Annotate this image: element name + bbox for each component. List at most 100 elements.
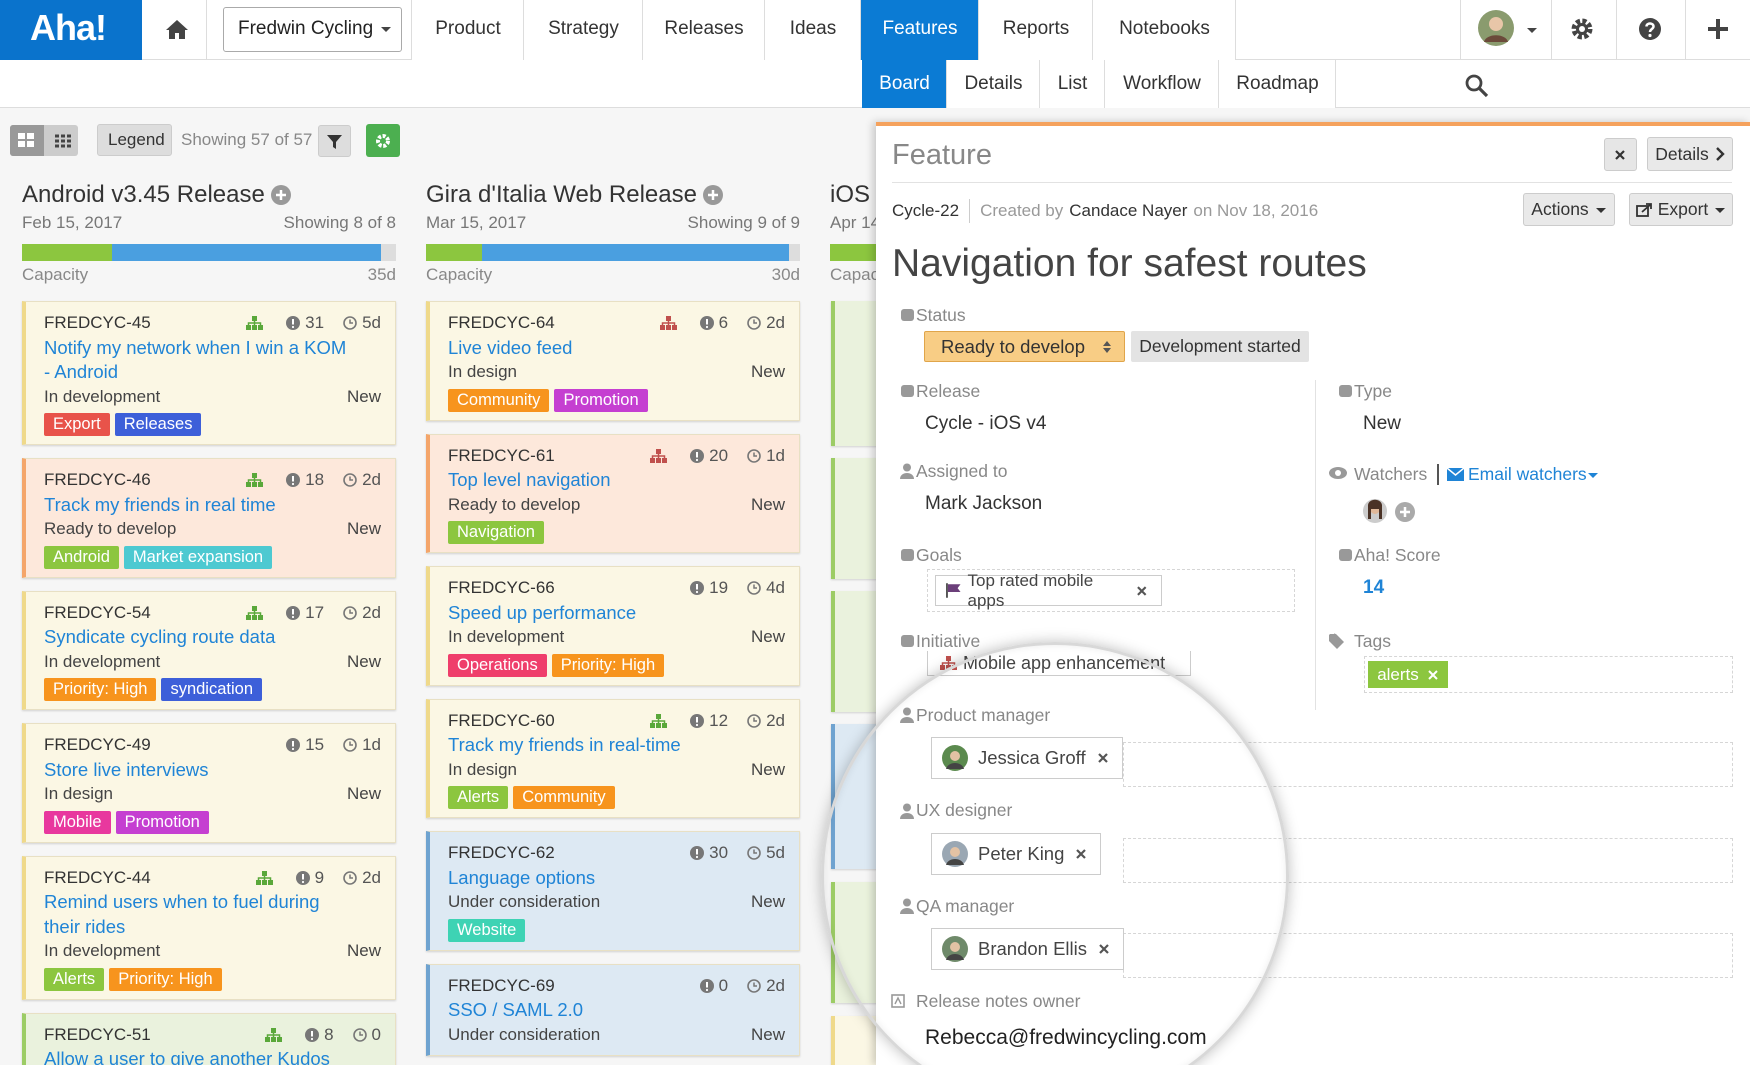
card-estimate: 5d [362,313,381,332]
feature-card[interactable]: FREDCYC-64 6 2d Live video feed In design New… [426,301,800,421]
sub-tab-label[interactable]: List [1057,73,1088,94]
email-watchers-link[interactable]: Email watchers [1468,463,1587,484]
aha-score[interactable]: 14 [1363,576,1385,598]
person-chip[interactable]: Peter King [931,832,1102,875]
nav-tab[interactable] [1093,0,1236,60]
nav-tab[interactable] [412,0,524,60]
card-name[interactable]: Language options [448,866,596,888]
icon-part [900,473,914,479]
icon-part [656,722,662,728]
card-meta: 6 2d [659,311,785,336]
nav-tab[interactable] [979,0,1093,60]
icon-part [292,615,295,618]
feature-card[interactable]: FREDCYC-51 8 0 Allow a user to give another… [22,1012,396,1065]
nav-tab-label[interactable]: Reports [1002,18,1070,39]
feature-card[interactable]: FREDCYC-60 12 2d Track my friends in real-t… [426,698,800,818]
legend-button[interactable] [97,124,172,156]
score-icon [295,870,310,885]
field-label: Status [916,304,966,325]
sub-tab-label[interactable]: Board [879,73,930,94]
icon-part [343,738,357,753]
icon-part [747,581,761,596]
card-name[interactable]: Remind users when to fuel during their r… [44,891,320,937]
feature-card[interactable]: FREDCYC-44 9 2d Remind users when to fuel d… [22,855,396,1000]
person-avatar [942,936,968,962]
list-icon [55,134,71,148]
card-name[interactable]: Allow a user to give another Kudos [44,1048,330,1065]
card-name[interactable]: Top level navigation [448,469,611,490]
remove-icon [1097,753,1108,763]
icon-part [659,325,665,331]
icon-part [665,325,671,331]
person-chip[interactable]: Jessica Groff [931,737,1123,779]
feature-card[interactable]: FREDCYC-61 20 1d Top level navigation Ready … [426,433,800,553]
tag[interactable]: alerts [1368,661,1448,688]
card-estimate: 5d [766,843,785,862]
nav-tab[interactable] [765,0,861,60]
workspace-select[interactable] [223,7,402,52]
sub-tab[interactable] [1040,60,1105,108]
capacity-track [830,244,890,261]
nav-tab-label[interactable]: Ideas [789,18,837,39]
sub-tab-label[interactable]: Details [964,73,1023,94]
icon-part [946,665,951,670]
sub-tab[interactable] [862,60,947,108]
next-status[interactable]: Development started [1131,331,1309,362]
nav-tab-label[interactable]: Features [882,18,958,39]
view-card[interactable] [10,125,44,156]
icon-part [650,722,656,728]
feature-card[interactable]: FREDCYC-46 18 2d Track my friends in real t… [22,458,396,578]
details-button[interactable]: Details [1647,137,1733,171]
sub-tab[interactable] [1219,60,1336,108]
icon-part [753,982,758,987]
status-select[interactable]: Ready to develop [924,331,1125,362]
assignee: Mark Jackson [925,492,1043,514]
card-name[interactable]: Track my friends in real time [44,493,276,515]
nav-tab-label[interactable]: Notebooks [1119,18,1210,39]
sub-tab[interactable] [1105,60,1219,108]
release-value[interactable]: Cycle - iOS v4 [925,412,1047,434]
icon-part [1099,944,1109,954]
feature-card[interactable]: FREDCYC-49 15 1d Store live interviews In de… [22,723,396,843]
icon-part [696,458,699,461]
card-name[interactable]: Track my friends in real-time [448,734,681,755]
nav-tab[interactable] [643,0,765,60]
card-id: FREDCYC-51 [44,1024,151,1044]
card-meta: 20 1d [650,444,785,469]
card-score: 6 [718,313,729,332]
card-name[interactable]: Speed up performance [448,601,637,623]
feature-card[interactable]: FREDCYC-45 31 5d Notify my network when I w… [22,301,396,445]
card-name[interactable]: Syndicate cycling route data [44,626,276,647]
sub-tab-label[interactable]: Roadmap [1236,73,1319,94]
card-meta: 19 4d [690,576,785,601]
export-button[interactable]: Export [1629,193,1733,226]
card-name[interactable]: Store live interviews [44,758,209,780]
feature-card[interactable]: FREDCYC-54 17 2d Syndicate cycling route da… [22,590,396,710]
logo-bg [0,0,142,60]
card-name[interactable]: Live video feed [448,336,573,358]
nav-tab[interactable] [861,0,979,60]
icon-part [349,319,354,324]
card-name[interactable]: SSO / SAML 2.0 [448,999,584,1020]
person-chip[interactable]: Brandon Ellis [931,928,1125,970]
feature-card[interactable]: FREDCYC-66 19 4d Speed up performance In dev… [426,566,800,686]
actions-button[interactable]: Actions [1523,193,1615,226]
caret [1527,28,1537,33]
icon-part [247,610,262,615]
export-label: Export [1657,199,1709,219]
goal-chip[interactable]: Top rated mobile apps [935,571,1162,610]
logo: Aha! [30,7,107,49]
feature-card[interactable]: FREDCYC-62 30 5d Language options Under cons… [426,831,800,951]
icon-part [1465,74,1483,92]
nav-tab-label[interactable]: Product [435,18,501,39]
estimate-icon [352,1027,367,1042]
card-name[interactable]: Notify my network when I win a KOM - And… [44,336,347,383]
card-tags: Mobile Promotion [44,810,381,834]
sub-tab-label[interactable]: Workflow [1123,73,1201,94]
nav-tab-label[interactable]: Releases [664,18,744,39]
sub-tab[interactable] [947,60,1040,108]
icon-part [1571,18,1593,40]
feature-card[interactable]: FREDCYC-69 0 2d SSO / SAML 2.0 Under conside… [426,963,800,1056]
nav-tab-label[interactable]: Strategy [548,18,619,39]
nav-tab[interactable] [524,0,643,60]
